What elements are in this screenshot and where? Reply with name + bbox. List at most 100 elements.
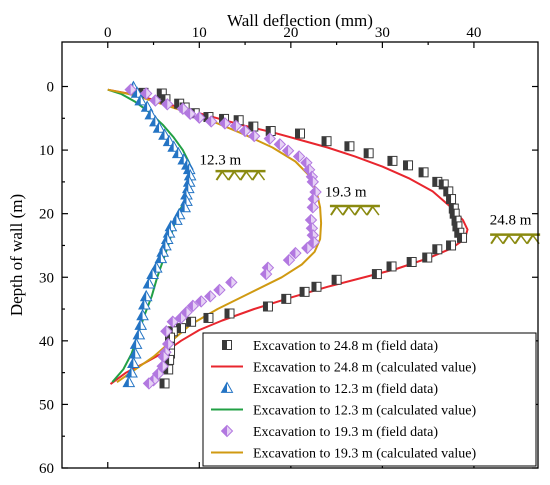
legend-label: Excavation to 24.8 m (calculated value) <box>253 361 476 376</box>
ground-symbol <box>329 204 380 216</box>
data-point <box>140 87 153 100</box>
excavation-label: 24.8 m <box>490 212 532 228</box>
x-tick-label: 20 <box>283 25 298 41</box>
data-point <box>142 377 156 390</box>
data-point <box>263 132 276 145</box>
data-point <box>218 117 232 130</box>
data-point <box>204 290 217 303</box>
data-point <box>363 148 374 159</box>
x-tick-label: 40 <box>466 25 481 41</box>
data-point <box>292 150 306 163</box>
data-point <box>306 175 320 189</box>
data-point <box>446 194 457 205</box>
data-point <box>203 312 214 323</box>
data-point <box>127 356 140 368</box>
data-point <box>432 244 443 255</box>
y-axis-title: Depth of wall (m) <box>7 194 26 316</box>
data-point <box>301 241 314 255</box>
data-point <box>281 293 292 304</box>
y-tick-label: 20 <box>39 207 54 223</box>
data-point <box>170 213 183 225</box>
legend-label: Excavation to 12.3 m (field data) <box>253 382 438 397</box>
data-point <box>321 136 332 147</box>
y-tick-label: 50 <box>39 397 54 413</box>
data-point <box>406 256 417 267</box>
data-point <box>259 267 273 281</box>
excavation-marker: 24.8 m <box>490 212 541 245</box>
x-tick-label: 0 <box>104 25 112 41</box>
y-tick-label: 30 <box>39 270 54 286</box>
data-point <box>457 232 468 243</box>
data-point <box>167 140 181 152</box>
data-point <box>331 274 342 285</box>
data-point <box>183 107 197 121</box>
series-layer <box>107 80 469 390</box>
legend-label: Excavation to 19.3 m (field data) <box>253 425 438 440</box>
data-point <box>418 167 429 178</box>
data-point <box>122 375 136 388</box>
data-point <box>140 100 154 112</box>
excavation-label: 12.3 m <box>200 153 242 169</box>
data-point <box>205 115 218 128</box>
data-point <box>156 360 169 373</box>
data-point <box>134 93 148 106</box>
legend-box <box>202 332 537 467</box>
data-point <box>142 277 156 289</box>
data-point <box>306 201 320 214</box>
ground-symbol <box>215 169 266 181</box>
data-point <box>225 276 238 289</box>
data-point <box>132 327 146 340</box>
legend-item: Excavation to 19.3 m (field data) <box>220 424 438 440</box>
data-point <box>299 286 310 297</box>
data-point <box>186 316 197 327</box>
data-point <box>138 298 151 310</box>
data-point <box>295 128 305 139</box>
legend-marker <box>220 381 234 393</box>
data-point <box>160 325 173 338</box>
data-point <box>307 236 320 249</box>
data-point <box>162 134 176 147</box>
y-tick-label: 10 <box>39 143 54 159</box>
legend-marker <box>222 340 232 350</box>
y-tick-label: 40 <box>39 334 54 350</box>
data-point <box>176 323 186 334</box>
data-point <box>282 253 296 267</box>
data-point <box>311 281 322 292</box>
data-point <box>161 98 174 111</box>
data-point <box>248 129 261 143</box>
legend-item: Excavation to 24.8 m (field data) <box>222 339 438 354</box>
data-point <box>386 261 397 272</box>
y-tick-label: 60 <box>39 461 54 477</box>
legend-item: Excavation to 12.3 m (field data) <box>220 381 438 397</box>
data-point <box>130 86 144 98</box>
data-point <box>213 283 226 297</box>
data-point <box>262 301 273 312</box>
legend-marker <box>220 424 234 438</box>
data-point <box>152 121 166 133</box>
excavation-label: 19.3 m <box>325 185 367 201</box>
y-tick-label: 0 <box>47 80 55 96</box>
data-point <box>281 144 295 157</box>
data-point <box>273 138 287 151</box>
data-point <box>125 366 138 378</box>
data-point <box>136 308 149 321</box>
data-point <box>186 299 200 313</box>
data-point <box>178 200 192 213</box>
data-point <box>134 318 148 330</box>
ground-symbol <box>490 233 541 245</box>
data-point <box>289 246 302 260</box>
data-point <box>344 141 355 152</box>
series-4 <box>124 83 322 390</box>
data-point <box>371 269 382 280</box>
data-point <box>158 128 171 140</box>
axis-layer: 0 10 20 30 40 0 10 20 30 40 50 60 <box>39 25 538 477</box>
legend-item: Excavation to 19.3 m (calculated value) <box>211 447 476 462</box>
data-point <box>149 94 162 107</box>
data-point <box>176 102 190 115</box>
legend-item: Excavation to 12.3 m (calculated value) <box>211 404 476 419</box>
annotation-layer: 12.3 m 19.3 m 24.8 m <box>200 153 541 245</box>
data-point <box>159 378 170 389</box>
data-point <box>238 124 252 138</box>
data-point <box>422 252 433 263</box>
data-point <box>139 289 153 302</box>
